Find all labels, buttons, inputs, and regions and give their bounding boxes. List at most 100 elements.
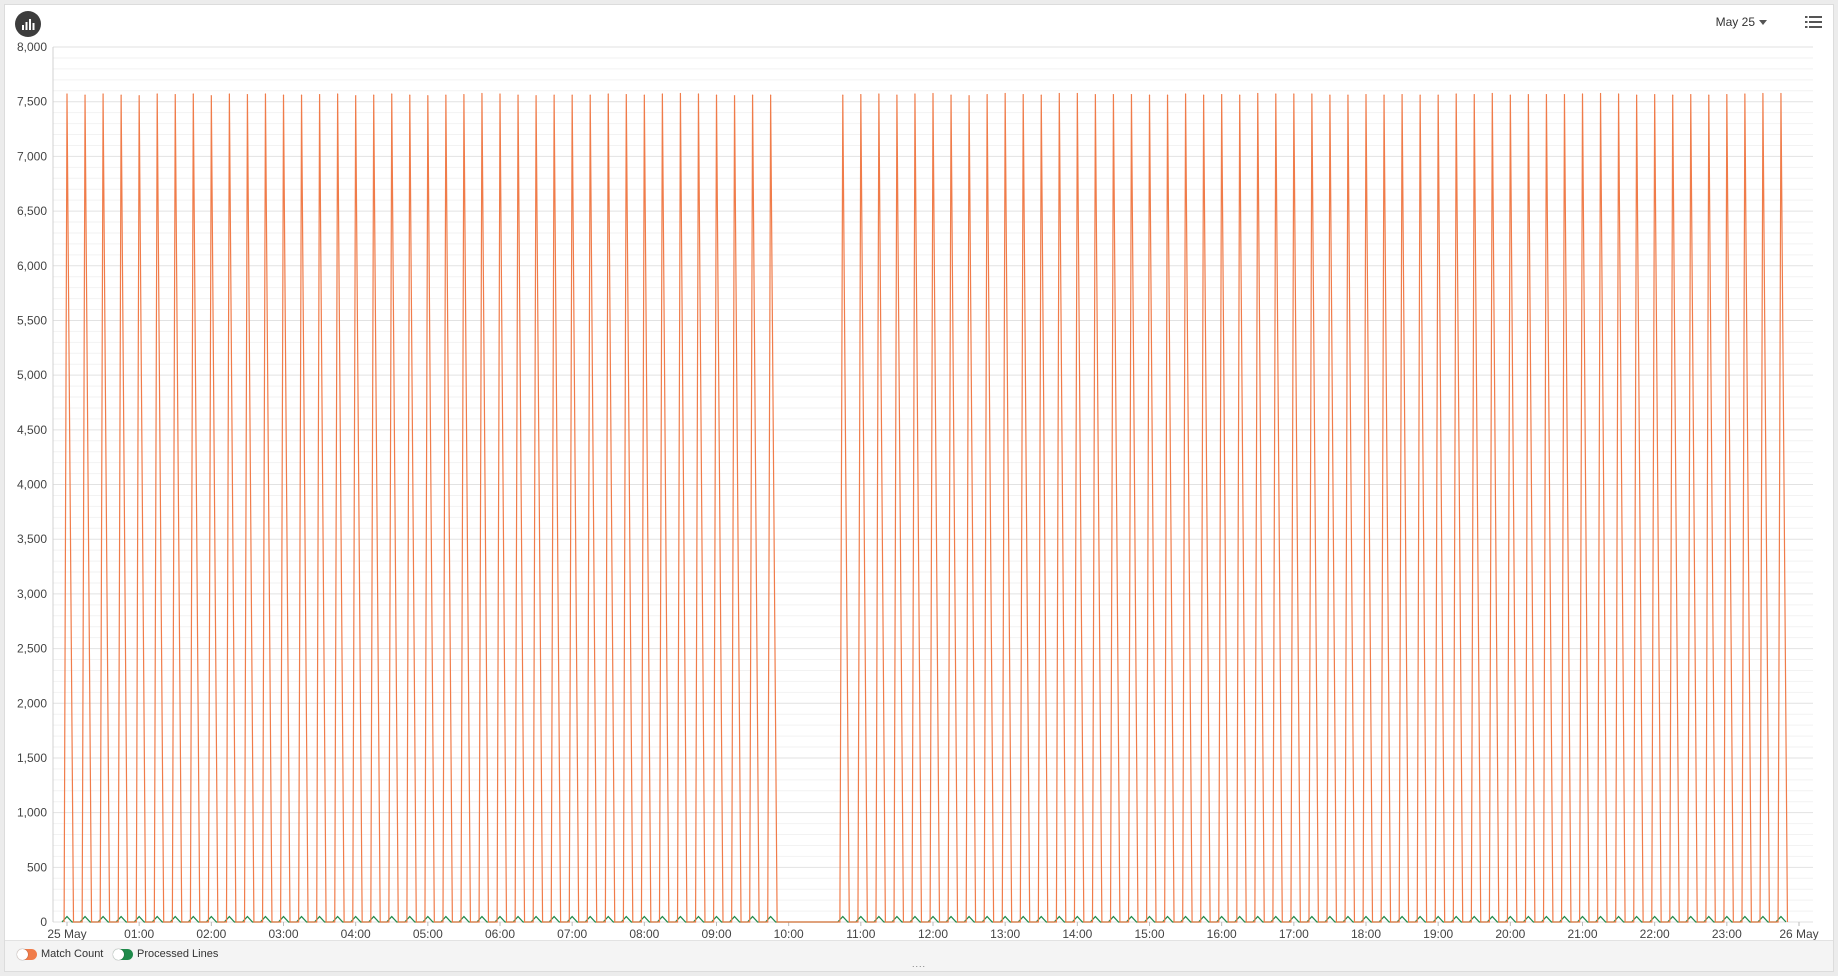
x-tick-label: 14:00 (1062, 927, 1092, 941)
x-tick-label: 18:00 (1351, 927, 1381, 941)
data-point-match-count (1437, 94, 1439, 96)
data-point-match-count (337, 93, 339, 95)
x-tick-label: 23:00 (1712, 927, 1742, 941)
data-point-match-count (1563, 93, 1566, 96)
chart-panel: May 25 0 500 1,000 1,500 2,000 2,500 3,000 3,50… (4, 4, 1834, 972)
data-point-match-count (192, 93, 194, 95)
data-point-match-count (210, 95, 212, 97)
data-point-match-count (1184, 93, 1187, 95)
data-point-match-count (1311, 93, 1313, 95)
caret-down-icon (1759, 19, 1767, 25)
data-point-match-count (174, 93, 176, 96)
x-axis: 25 May 01:00 02:00 03:00 04:00 05:00 06:00 07:0… (47, 922, 1819, 941)
bar-chart-icon[interactable] (15, 11, 41, 37)
processed-lines-toggle[interactable] (113, 948, 133, 960)
data-point-match-count (589, 94, 591, 96)
data-point-match-count (264, 93, 267, 95)
data-point-match-count (1762, 92, 1764, 95)
list-menu-icon[interactable] (1805, 15, 1823, 29)
x-tick-label: 16:00 (1207, 927, 1237, 941)
data-point-match-count (1455, 93, 1457, 95)
chart-grid (52, 46, 1813, 923)
x-tick-label: 09:00 (701, 927, 731, 941)
data-point-match-count (355, 95, 357, 97)
chart-legend: Match Count Processed Lines .... (5, 940, 1833, 971)
data-point-match-count (625, 93, 627, 96)
data-point-match-count (1636, 94, 1638, 96)
legend-label-processed-lines: Processed Lines (137, 948, 219, 960)
data-point-match-count (499, 93, 501, 95)
data-point-match-count (427, 95, 429, 97)
x-tick-label: 02:00 (196, 927, 226, 941)
data-point-match-count (607, 93, 609, 95)
date-selector[interactable]: May 25 (1716, 15, 1767, 29)
x-tick-label: 21:00 (1567, 927, 1597, 941)
y-tick-label: 1,000 (17, 806, 47, 820)
data-point-match-count (1040, 94, 1042, 96)
data-point-match-count (1780, 92, 1782, 95)
y-tick-label: 5,500 (17, 313, 47, 327)
data-point-match-count (1203, 94, 1205, 96)
data-point-match-count (481, 92, 483, 95)
data-point-match-count (1166, 94, 1169, 96)
data-point-match-count (1581, 93, 1584, 95)
data-point-match-count (1148, 94, 1151, 96)
data-point-match-count (1130, 93, 1133, 96)
y-tick-label: 1,500 (17, 751, 47, 765)
data-point-match-count (860, 93, 862, 96)
data-point-match-count (66, 93, 68, 95)
data-point-match-count (1004, 92, 1006, 95)
data-point-match-count (661, 93, 663, 95)
data-point-match-count (1726, 93, 1728, 96)
data-point-match-count (1509, 94, 1511, 96)
legend-label-match-count: Match Count (41, 948, 104, 960)
data-point-match-count (842, 94, 844, 96)
data-point-match-count (517, 94, 519, 96)
x-tick-label: 06:00 (485, 927, 515, 941)
x-tick-label: 15:00 (1134, 927, 1164, 941)
data-point-match-count (914, 93, 916, 95)
series-line-match-count (63, 93, 1789, 923)
y-tick-label: 3,500 (17, 532, 47, 546)
data-point-match-count (1383, 94, 1385, 96)
data-point-match-count (1329, 94, 1331, 96)
data-point-match-count (751, 94, 754, 96)
x-tick-label: 26 May (1779, 927, 1818, 941)
data-point-match-count (391, 93, 393, 95)
match-count-toggle[interactable] (17, 948, 37, 960)
x-tick-label: 04:00 (341, 927, 371, 941)
date-selector-label: May 25 (1715, 15, 1755, 29)
x-tick-label: 13:00 (990, 927, 1020, 941)
data-point-match-count (373, 94, 375, 96)
data-point-match-count (878, 93, 880, 95)
y-tick-label: 2,000 (17, 696, 47, 710)
data-point-match-count (1419, 94, 1421, 96)
data-point-match-count (1491, 92, 1493, 95)
data-point-match-count (445, 94, 447, 96)
data-point-match-count (1275, 93, 1277, 95)
x-tick-label: 17:00 (1279, 927, 1309, 941)
data-point-match-count (1527, 93, 1529, 96)
legend-item-match-count[interactable]: Match Count (17, 948, 103, 960)
resize-handle[interactable]: .... (911, 959, 927, 969)
data-point-match-count (1257, 92, 1259, 95)
x-tick-label: 08:00 (629, 927, 659, 941)
y-tick-label: 8,000 (17, 40, 47, 54)
data-point-match-count (1076, 92, 1078, 95)
x-tick-label: 07:00 (557, 927, 587, 941)
x-tick-label: 03:00 (268, 927, 298, 941)
data-point-match-count (535, 95, 537, 97)
y-tick-label: 3,000 (17, 587, 47, 601)
data-point-match-count (733, 95, 736, 97)
x-tick-label: 01:00 (124, 927, 154, 941)
data-point-match-count (228, 93, 230, 95)
data-point-match-count (1347, 94, 1349, 96)
data-point-match-count (986, 93, 988, 96)
data-point-match-count (715, 94, 718, 96)
data-point-match-count (1094, 93, 1096, 96)
chart-series (61, 92, 1789, 923)
line-chart: 0 500 1,000 1,500 2,000 2,500 3,000 3,500 4,000 4… (17, 40, 1819, 941)
x-tick-label: 10:00 (774, 927, 804, 941)
data-point-match-count (102, 93, 104, 95)
legend-item-processed-lines[interactable]: Processed Lines (113, 948, 218, 960)
